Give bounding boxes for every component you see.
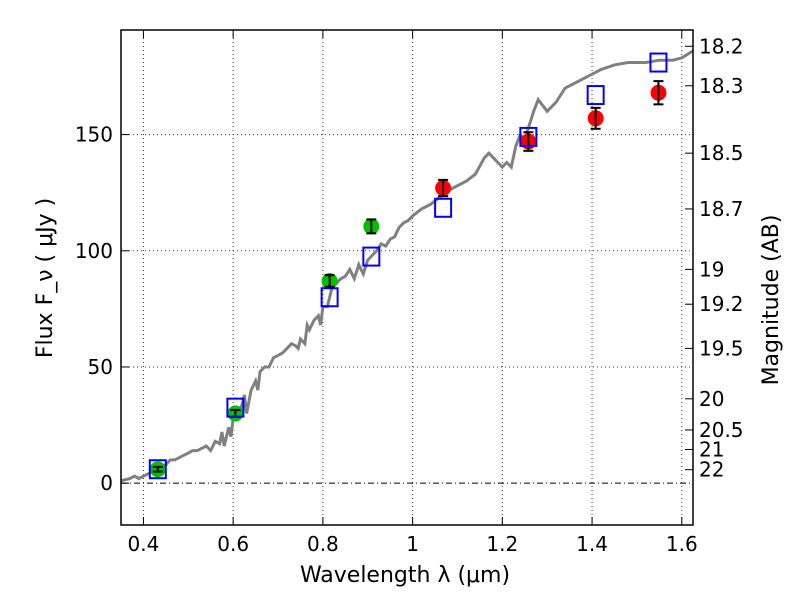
right-tick-label: 18.7 [699,197,744,221]
model-square-marker [649,52,668,73]
x-axis-label: Wavelength λ (μm) [300,563,510,588]
y-tick-label: 100 [75,239,113,263]
y-tick-label: 50 [88,355,113,379]
right-tick-label: 18.5 [699,141,744,165]
x-tick-label: 1 [406,532,419,556]
y-tick-label: 150 [75,123,113,147]
model-square-marker [320,287,339,308]
model-square-marker [434,197,453,218]
right-axis-label: Magnitude (AB) [759,215,784,386]
x-tick-label: 1.6 [666,532,698,556]
x-tick-label: 1.2 [486,532,518,556]
model-square-marker [362,246,381,267]
y-tick-label: 0 [100,471,113,495]
right-tick-label: 18.3 [699,74,744,98]
right-tick-label: 19.5 [699,336,744,360]
x-tick-label: 0.6 [217,532,249,556]
right-tick-label: 19 [699,257,724,281]
axis-ticks [121,30,693,525]
model-square-marker [148,459,167,480]
model-square-marker [519,126,538,147]
right-tick-label: 18.2 [699,34,744,58]
right-tick-label: 19.2 [699,292,744,316]
x-tick-label: 0.8 [307,532,339,556]
grid-lines [121,30,693,525]
plot-frame [120,29,694,526]
tick-labels: 0.4 0.6 0.8 1 1.2 1.4 1.6 0 50 100 150 18.2 18.3 18.5… [75,34,744,556]
right-tick-label: 20.5 [699,418,744,442]
right-tick-label: 21 [699,437,724,461]
model-square-marker [586,85,605,106]
data-points [148,52,668,480]
model-square-marker [226,397,245,418]
x-tick-label: 0.4 [128,532,160,556]
y-axis-label: Flux F_ν ( μJy ) [33,198,58,358]
x-tick-label: 1.4 [576,532,608,556]
right-tick-label: 20 [699,387,724,411]
right-tick-label: 22 [699,458,724,482]
